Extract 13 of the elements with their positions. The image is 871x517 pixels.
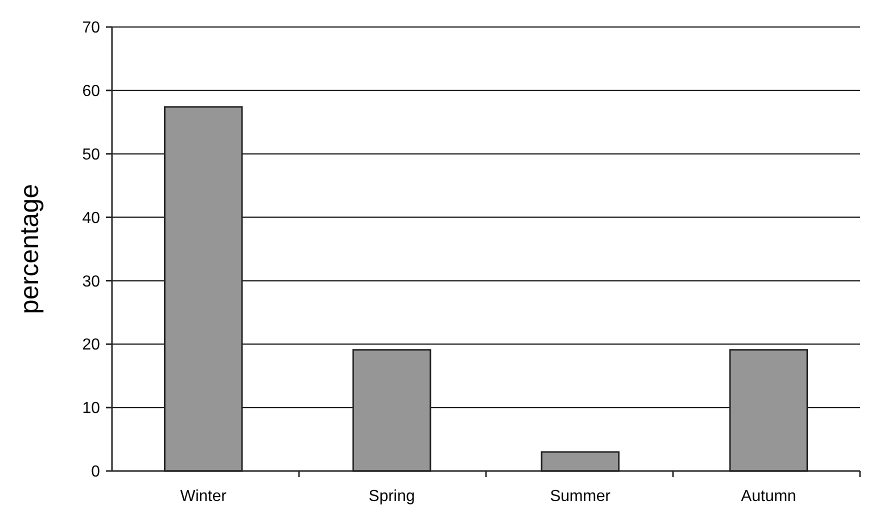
- x-tick-label: Autumn: [741, 488, 796, 505]
- y-tick-label: 70: [82, 20, 100, 37]
- y-tick-label: 10: [82, 400, 100, 418]
- y-tick-label: 20: [82, 336, 100, 354]
- y-axis-title: percentage: [14, 184, 44, 314]
- y-tick-label: 60: [82, 83, 100, 100]
- y-tick-label: 0: [91, 464, 100, 481]
- y-tick-label: 50: [82, 146, 100, 164]
- x-tick-label: Summer: [550, 488, 612, 505]
- y-tick-label: 30: [82, 273, 100, 290]
- y-tick-label: 40: [82, 210, 100, 227]
- x-tick-label: Spring: [368, 488, 415, 505]
- x-tick-label: Winter: [180, 488, 228, 505]
